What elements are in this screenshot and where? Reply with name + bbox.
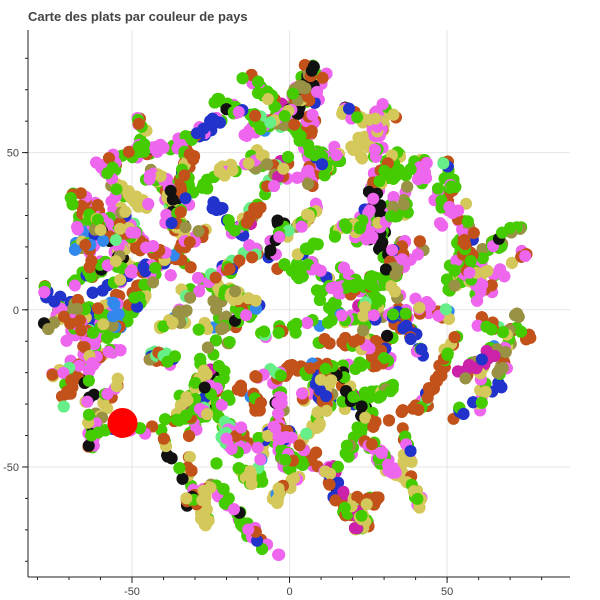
data-point <box>68 279 81 292</box>
chart-title: Carte des plats par couleur de pays <box>28 9 248 24</box>
scatter-points <box>38 59 537 561</box>
data-point <box>183 451 196 463</box>
data-point <box>460 197 473 210</box>
